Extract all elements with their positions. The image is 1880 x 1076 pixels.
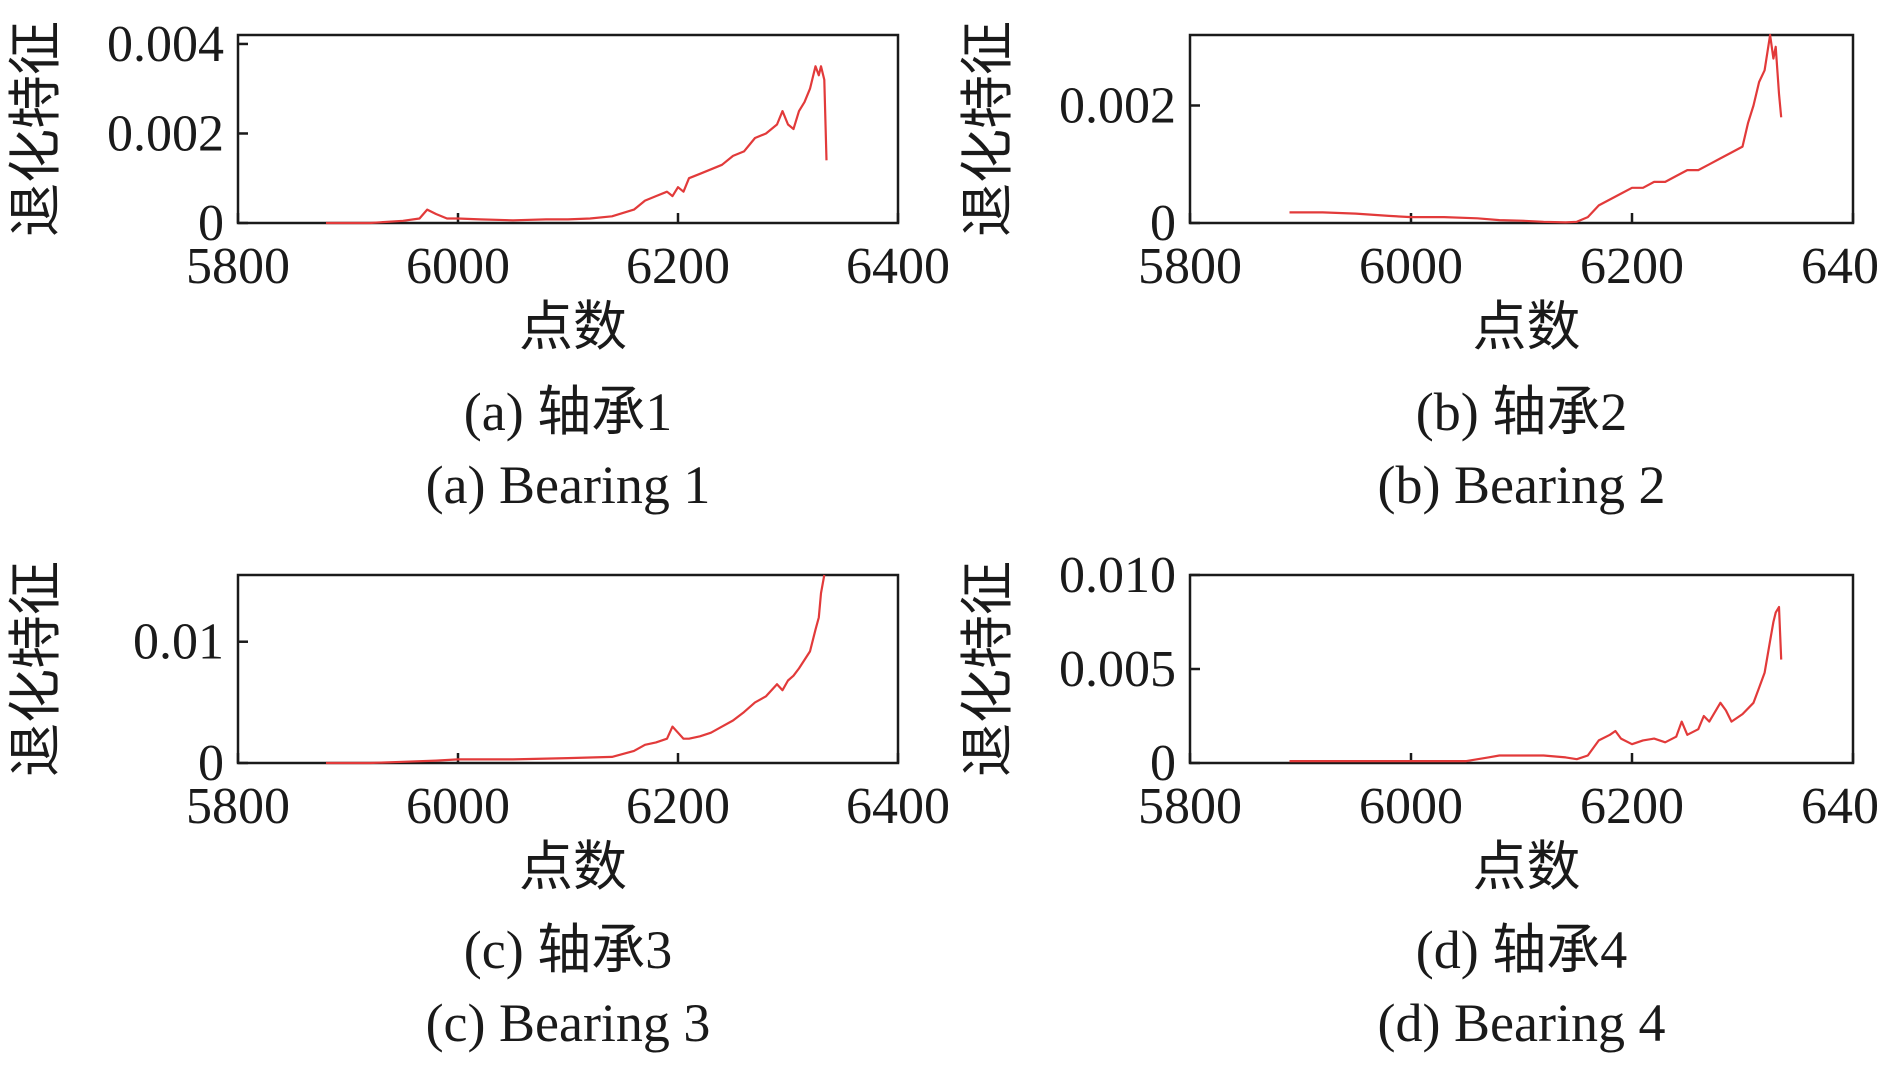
x-tick-label: 6200 [626, 238, 730, 295]
y-tick-label: 0 [198, 195, 224, 252]
series-line [1289, 33, 1783, 224]
y-tick-label: 0 [1150, 735, 1176, 792]
plot-frame [1188, 573, 1855, 765]
plot-frame [236, 573, 900, 765]
x-tick-label: 5800 [1138, 778, 1242, 835]
caption-chinese: (d) 轴承4 [1416, 920, 1627, 980]
x-axis-title: 点数 [519, 837, 627, 897]
x-tick-label: 6200 [1580, 238, 1684, 295]
x-tick-label: 6000 [1359, 778, 1463, 835]
x-tick-label: 6000 [406, 778, 510, 835]
x-axis-title: 点数 [1473, 837, 1581, 897]
x-tick-label: 6000 [1359, 238, 1463, 295]
y-tick-label: 0.002 [107, 105, 224, 162]
y-tick-label: 0.01 [133, 614, 224, 671]
y-axis-title: 退化特征 [6, 561, 66, 777]
caption-chinese: (c) 轴承3 [464, 920, 672, 980]
series-line [326, 574, 826, 765]
y-tick-label: 0.010 [1059, 547, 1176, 604]
x-axis-title: 点数 [519, 297, 627, 357]
caption-english: (d) Bearing 4 [1378, 993, 1666, 1053]
y-axis-title: 退化特征 [958, 561, 1018, 777]
y-tick-label: 0.004 [107, 16, 224, 73]
y-axis-title: 退化特征 [958, 21, 1018, 237]
plot-frame [1188, 33, 1855, 225]
x-tick-label: 5800 [186, 778, 290, 835]
caption-english: (a) Bearing 1 [426, 455, 711, 515]
x-tick-label: 5800 [186, 238, 290, 295]
x-tick-label: 6200 [626, 778, 730, 835]
caption-english: (c) Bearing 3 [426, 993, 711, 1053]
x-tick-label: 6400 [1801, 778, 1880, 835]
x-tick-label: 6200 [1580, 778, 1684, 835]
caption-chinese: (a) 轴承1 [464, 382, 672, 442]
y-axis-title: 退化特征 [6, 21, 66, 237]
x-tick-label: 6000 [406, 238, 510, 295]
plot-frame [236, 33, 900, 225]
x-tick-label: 5800 [1138, 238, 1242, 295]
x-tick-label: 6400 [846, 238, 950, 295]
y-tick-label: 0 [198, 735, 224, 792]
x-axis-title: 点数 [1473, 297, 1581, 357]
y-tick-label: 0.005 [1059, 641, 1176, 698]
y-tick-label: 0 [1150, 195, 1176, 252]
x-tick-label: 6400 [846, 778, 950, 835]
series-line [326, 65, 828, 225]
series-line [1289, 605, 1783, 763]
y-tick-label: 0.002 [1059, 78, 1176, 135]
caption-english: (b) Bearing 2 [1378, 455, 1666, 515]
caption-chinese: (b) 轴承2 [1416, 382, 1627, 442]
x-tick-label: 6400 [1801, 238, 1880, 295]
